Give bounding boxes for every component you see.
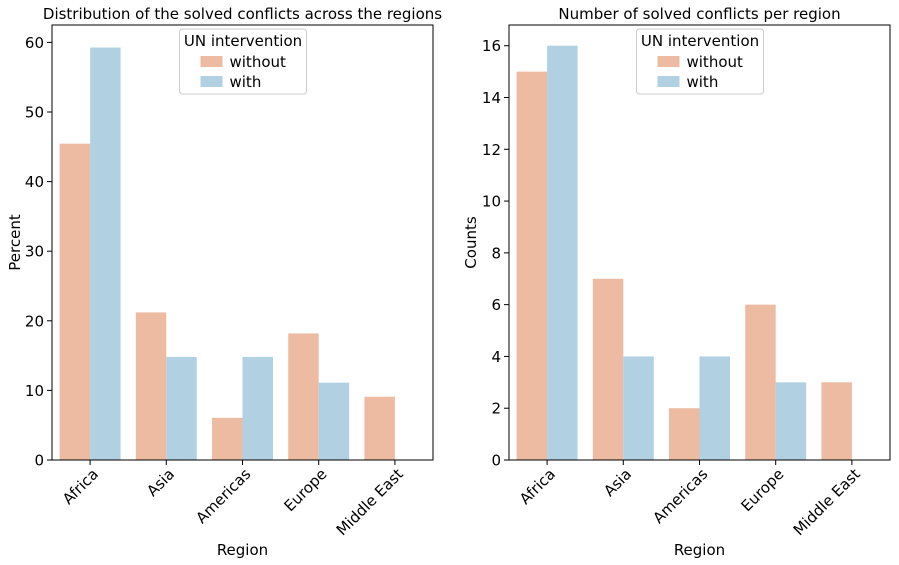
legend-label-without: without bbox=[687, 53, 744, 71]
legend: UN intervention without with bbox=[636, 28, 764, 95]
legend-swatch-with bbox=[657, 76, 680, 87]
x-tick-label: Africa bbox=[59, 465, 102, 508]
y-tick-label: 14 bbox=[482, 89, 501, 107]
y-tick-label: 16 bbox=[482, 37, 501, 55]
bar-with-asia bbox=[623, 356, 654, 460]
bar-with-americas bbox=[699, 356, 730, 460]
y-tick-label: 6 bbox=[491, 296, 501, 314]
y-tick-label: 50 bbox=[25, 104, 44, 122]
y-tick-label: 8 bbox=[491, 244, 501, 262]
bar-with-africa bbox=[90, 47, 121, 461]
x-tick-label: Asia bbox=[143, 465, 178, 500]
bar-with-europe bbox=[318, 382, 350, 460]
chart-title: Number of solved conflicts per region bbox=[558, 5, 840, 23]
x-tick-label: Middle East bbox=[333, 465, 407, 539]
y-tick-label: 10 bbox=[25, 382, 44, 400]
bar-without-africa bbox=[59, 143, 91, 461]
x-axis-label: Region bbox=[217, 541, 268, 559]
y-tick-label: 2 bbox=[491, 400, 501, 418]
bar-with-africa bbox=[547, 45, 578, 461]
legend: UN intervention without with bbox=[179, 28, 307, 95]
chart-panel-2: 0 2 4 6 8 10 12 14 16 Africa Asia Americas Europe Mid… bbox=[462, 5, 891, 559]
y-tick-label: 10 bbox=[482, 193, 501, 211]
bar-without-middle-east bbox=[364, 396, 395, 460]
x-axis-label: Region bbox=[674, 541, 725, 559]
y-tick-label: 0 bbox=[34, 452, 44, 470]
y-tick-label: 20 bbox=[25, 312, 44, 330]
legend-label-without: without bbox=[230, 53, 287, 71]
bar-with-americas bbox=[242, 356, 273, 460]
bar-without-americas bbox=[669, 408, 700, 460]
bar-without-africa bbox=[516, 71, 548, 461]
y-axis-label: Counts bbox=[462, 216, 480, 269]
bar-without-americas bbox=[212, 417, 243, 460]
legend-swatch-with bbox=[200, 76, 223, 87]
bar-without-asia bbox=[135, 312, 167, 460]
chart-title: Distribution of the solved conflicts acr… bbox=[43, 5, 442, 23]
y-tick-label: 0 bbox=[491, 452, 501, 470]
bar-without-middle-east bbox=[821, 382, 852, 460]
legend-swatch-without bbox=[200, 56, 223, 67]
y-tick-label: 60 bbox=[25, 34, 44, 52]
y-tick-label: 12 bbox=[482, 141, 501, 159]
legend-label-with: with bbox=[687, 73, 719, 91]
bar-with-asia bbox=[166, 356, 197, 460]
x-tick-label: Europe bbox=[281, 465, 331, 515]
legend-title: UN intervention bbox=[641, 32, 759, 50]
x-tick-label: Americas bbox=[649, 465, 711, 527]
y-tick-label: 4 bbox=[491, 348, 501, 366]
legend-label-with: with bbox=[230, 73, 262, 91]
bar-with-europe bbox=[775, 382, 807, 460]
legend-swatch-without bbox=[657, 56, 680, 67]
bar-without-europe bbox=[288, 333, 319, 460]
x-tick-label: Asia bbox=[600, 465, 635, 500]
x-tick-label: Middle East bbox=[790, 465, 864, 539]
x-tick-label: Europe bbox=[738, 465, 788, 515]
bar-without-asia bbox=[592, 278, 624, 460]
x-tick-label: Americas bbox=[192, 465, 254, 527]
y-tick-label: 30 bbox=[25, 243, 44, 261]
chart-panel-1: 0 10 20 30 40 50 60 Africa Asia Americas Europe Mid… bbox=[6, 5, 442, 559]
x-tick-label: Africa bbox=[516, 465, 559, 508]
bar-without-europe bbox=[745, 304, 776, 460]
legend-title: UN intervention bbox=[184, 32, 302, 50]
y-axis-label: Percent bbox=[6, 214, 24, 271]
y-tick-label: 40 bbox=[25, 173, 44, 191]
